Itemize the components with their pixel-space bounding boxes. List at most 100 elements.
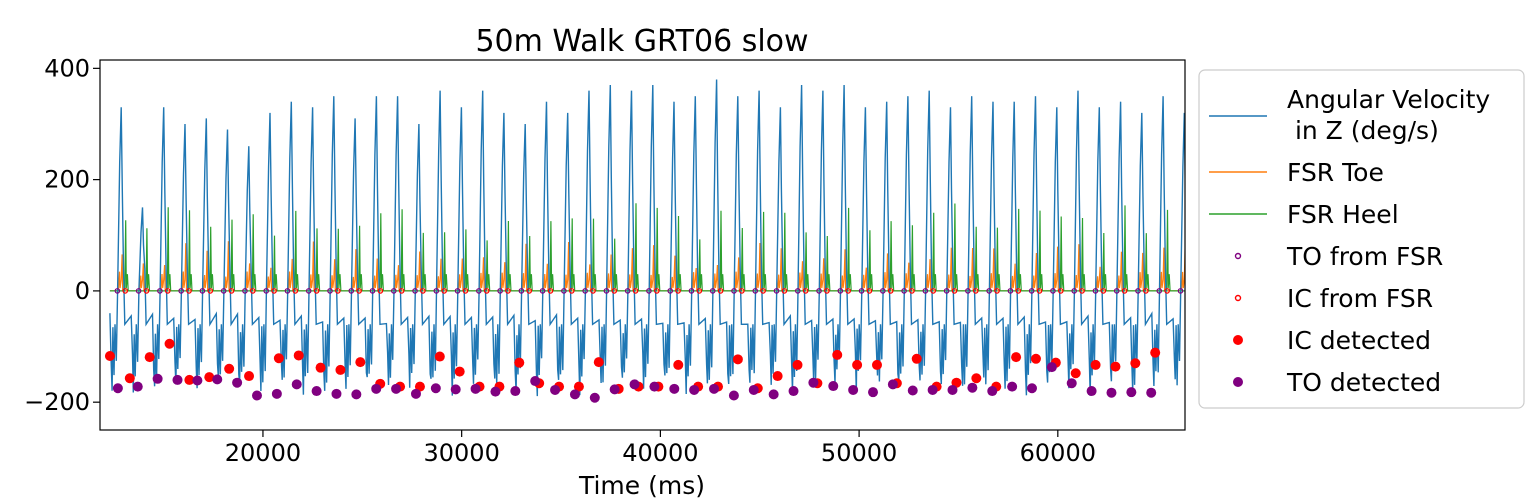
to-detected-point — [132, 381, 143, 392]
ic-detected-point — [1130, 358, 1141, 369]
to-from-fsr-point — [1007, 288, 1014, 294]
ic-detected-point — [184, 374, 195, 385]
to-from-fsr-point — [135, 288, 142, 294]
to-detected-point — [1007, 381, 1018, 392]
to-detected-point — [510, 386, 521, 397]
legend-label-ic_fsr: IC from FSR — [1287, 284, 1433, 313]
to-detected-point — [430, 383, 441, 394]
to-from-fsr-point — [624, 288, 631, 294]
to-detected-point — [391, 383, 402, 394]
to-from-fsr-point — [837, 288, 844, 294]
to-from-fsr-point — [348, 288, 355, 294]
ic-detected-point — [335, 364, 346, 375]
ic-detected-point — [732, 354, 743, 365]
to-detected-point — [470, 383, 481, 394]
to-from-fsr-point — [1177, 288, 1184, 294]
to-detected-point — [1146, 387, 1157, 398]
ic-from-fsr-point — [1015, 288, 1022, 294]
to-from-fsr-point — [390, 288, 397, 294]
ic-from-fsr-point — [909, 288, 915, 294]
ic-detected-point — [454, 366, 465, 377]
ic-detected-point — [1150, 347, 1161, 358]
ic-from-fsr-point — [356, 288, 362, 294]
x-axis-label: Time (ms) — [578, 471, 705, 500]
ic-detected-point — [144, 352, 155, 363]
to-detected-point — [410, 388, 421, 399]
to-from-fsr-point — [327, 288, 333, 294]
ic-detected-point — [772, 371, 783, 382]
ic-detected-point — [315, 362, 326, 373]
ic-detected-point — [273, 353, 284, 364]
ic-from-fsr-point — [1100, 288, 1107, 294]
ic-from-fsr-point — [590, 288, 596, 294]
ic-from-fsr-point — [377, 288, 384, 294]
ic-from-fsr-point — [462, 288, 469, 294]
to-from-fsr-point — [816, 288, 822, 294]
to-from-fsr-point — [242, 288, 248, 294]
ic-from-fsr-point — [845, 288, 851, 294]
to-detected-point — [311, 386, 322, 397]
to-detected-point — [1106, 387, 1117, 398]
to-detected-point — [669, 383, 680, 394]
ic-from-fsr-point — [568, 288, 575, 294]
axes: 20000 30000 40000 50000 60000 400 200 0 −200 — [24, 54, 1096, 467]
ic-detected-point — [593, 357, 604, 368]
ic-from-fsr-point — [186, 288, 192, 294]
to-from-fsr-point — [561, 288, 567, 294]
to-from-fsr-point — [752, 288, 759, 294]
to-from-fsr-point — [369, 288, 376, 294]
ic-from-fsr-point — [675, 288, 681, 294]
to-from-fsr-point — [603, 288, 610, 294]
to-detected-point — [1126, 387, 1137, 398]
to-detected-point — [152, 373, 163, 384]
to-from-fsr-point — [709, 288, 716, 294]
to-from-fsr-point — [901, 288, 907, 294]
to-detected-point — [907, 385, 918, 396]
ic-detected-point — [434, 351, 445, 362]
to-from-fsr-point — [1156, 288, 1163, 294]
ic-detected-point — [104, 351, 115, 361]
to-detected-point — [1066, 378, 1077, 389]
legend[interactable]: Angular Velocity in Z (deg/s) FSR Toe FSR … — [1198, 69, 1525, 409]
y-tick-label: 400 — [44, 54, 90, 82]
to-from-fsr-point — [220, 288, 227, 294]
to-from-fsr-point — [497, 288, 503, 294]
ic-detected-point — [224, 363, 235, 374]
to-from-fsr-point — [922, 288, 929, 294]
ic-from-fsr-point — [994, 288, 1000, 294]
to-detected-point — [709, 383, 720, 394]
to-from-fsr-point — [263, 288, 270, 294]
ic-from-fsr-point — [1058, 288, 1064, 294]
ic-from-fsr-point — [824, 288, 830, 294]
legend-label-angular: Angular Velocity — [1287, 85, 1490, 114]
to-detected-point — [371, 383, 382, 394]
ic-detected-point — [124, 373, 135, 384]
to-detected-point — [629, 379, 640, 390]
ic-detected-point — [971, 373, 982, 384]
ic-detected-point — [355, 357, 366, 368]
to-from-fsr-point — [305, 288, 312, 294]
to-detected-point — [331, 388, 342, 399]
plot-frame — [99, 59, 1186, 431]
ic-from-fsr-point — [483, 288, 490, 294]
to-detected-point — [550, 384, 561, 395]
to-detected-point — [848, 384, 859, 395]
ic-from-fsr-point — [505, 288, 511, 294]
to-from-fsr-point — [178, 288, 184, 294]
ic-from-fsr-point — [866, 288, 873, 294]
ic-from-fsr-point — [611, 288, 618, 294]
ic-from-fsr-point — [441, 288, 447, 294]
ic-from-fsr-point — [1164, 288, 1170, 294]
to-from-fsr-point — [518, 288, 525, 294]
to-detected-point — [808, 377, 819, 388]
y-tick-label: −200 — [24, 388, 90, 416]
to-detected-point — [649, 381, 660, 392]
legend-swatch-ic_fsr — [1234, 294, 1242, 302]
to-detected-point — [271, 388, 282, 399]
to-from-fsr-point — [667, 288, 674, 294]
to-detected-point — [788, 386, 799, 397]
chart-title: 50m Walk GRT06 slow — [475, 24, 808, 59]
to-from-fsr-point — [157, 288, 163, 294]
ic-from-fsr-point — [420, 288, 426, 294]
to-detected-point — [987, 386, 998, 397]
